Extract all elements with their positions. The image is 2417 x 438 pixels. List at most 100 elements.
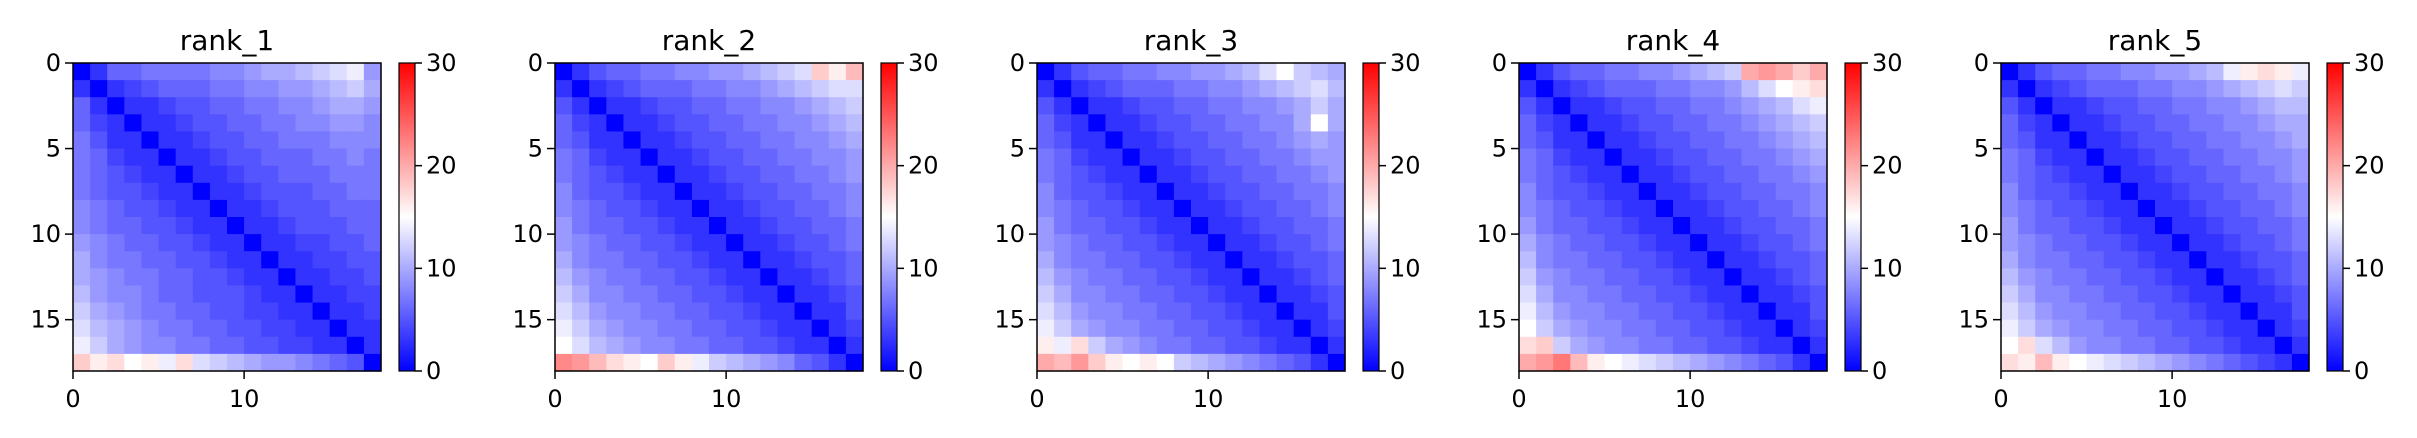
- heatmap-cell: [674, 131, 693, 150]
- heatmap-cell: [2137, 199, 2156, 218]
- heatmap-cell: [2240, 114, 2259, 133]
- heatmap-cell: [2052, 182, 2071, 201]
- heatmap-cell: [1327, 268, 1346, 287]
- heatmap-cell: [1638, 268, 1657, 287]
- heatmap-cell: [640, 114, 659, 133]
- heatmap-cell: [2052, 217, 2071, 235]
- heatmap-cell: [674, 165, 693, 184]
- heatmap-cell: [1536, 131, 1554, 150]
- heatmap-cell: [1242, 336, 1261, 355]
- heatmap-cell: [2035, 131, 2053, 150]
- heatmap-cell: [1621, 319, 1640, 338]
- heatmap-cell: [2018, 336, 2036, 355]
- heatmap-cell: [1690, 131, 1708, 150]
- heatmap-cell: [606, 63, 625, 81]
- heatmap-cell: [107, 148, 125, 167]
- heatmap-cell: [606, 165, 625, 184]
- heatmap-cell: [1638, 251, 1657, 269]
- heatmap-cell: [2274, 217, 2293, 235]
- heatmap-cell: [1690, 114, 1708, 133]
- heatmap-cell: [1054, 165, 1072, 184]
- heatmap-cell: [589, 199, 607, 218]
- heatmap-cell: [1139, 182, 1158, 201]
- x-tick-label: 0: [1993, 385, 2008, 413]
- heatmap-cell: [244, 217, 262, 235]
- heatmap-cell: [2206, 97, 2225, 115]
- heatmap-cell: [1259, 148, 1278, 167]
- heatmap-cell: [777, 199, 796, 218]
- heatmap-cell: [811, 251, 830, 269]
- heatmap-cell: [674, 114, 693, 133]
- heatmap-cell: [1276, 148, 1295, 167]
- heatmap-cell: [1570, 148, 1589, 167]
- heatmap-cell: [1156, 97, 1175, 115]
- heatmap-cell: [2120, 63, 2139, 81]
- heatmap-cell: [606, 80, 625, 98]
- heatmap-cell: [244, 285, 262, 304]
- heatmap-cell: [2086, 80, 2105, 98]
- heatmap-cell: [209, 285, 228, 304]
- heatmap-cell: [691, 336, 710, 355]
- heatmap-cell: [760, 199, 779, 218]
- heatmap-cell: [158, 336, 177, 355]
- heatmap-cell: [2052, 234, 2071, 252]
- heatmap-cell: [1088, 251, 1107, 269]
- heatmap-cell: [2069, 97, 2088, 115]
- heatmap-cell: [2274, 80, 2293, 98]
- heatmap-cell: [1071, 182, 1089, 201]
- heatmap-cell: [1191, 165, 1209, 184]
- heatmap-cell: [743, 285, 761, 304]
- heatmap-cell: [1259, 336, 1278, 355]
- heatmap-cell: [623, 165, 642, 184]
- heatmap-cell: [1310, 234, 1329, 252]
- heatmap-cell: [1519, 302, 1537, 321]
- heatmap-cell: [845, 234, 864, 252]
- heatmap-cell: [1173, 165, 1192, 184]
- heatmap-cell: [2018, 80, 2036, 98]
- heatmap-cell: [589, 97, 607, 115]
- heatmap-cell: [572, 319, 590, 338]
- heatmap-cell: [1570, 336, 1589, 355]
- heatmap-cell: [811, 80, 830, 98]
- heatmap-cell: [2291, 285, 2310, 304]
- heatmap-cell: [2018, 199, 2036, 218]
- heatmap-cell: [1225, 353, 1243, 372]
- heatmap-cell: [1758, 131, 1777, 150]
- heatmap-cell: [1621, 148, 1640, 167]
- heatmap-cell: [278, 165, 297, 184]
- heatmap-cell: [107, 302, 125, 321]
- heatmap-cell: [811, 63, 830, 81]
- heatmap-cell: [811, 319, 830, 338]
- heatmap-cell: [1276, 114, 1295, 133]
- heatmap-cell: [1071, 234, 1089, 252]
- heatmap-cell: [107, 353, 125, 372]
- heatmap-cell: [828, 268, 847, 287]
- heatmap-cell: [2103, 80, 2122, 98]
- heatmap-cell: [1519, 182, 1537, 201]
- heatmap-cell: [1809, 319, 1828, 338]
- heatmap-cell: [743, 234, 761, 252]
- heatmap-cell: [1587, 302, 1606, 321]
- heatmap-cell: [2001, 217, 2019, 235]
- heatmap-cell: [329, 217, 348, 235]
- heatmap-cell: [1139, 148, 1158, 167]
- heatmap-cell: [1191, 114, 1209, 133]
- heatmap-cell: [346, 319, 365, 338]
- heatmap-cell: [657, 268, 676, 287]
- heatmap-cell: [2206, 131, 2225, 150]
- heatmap-cell: [794, 148, 813, 167]
- heatmap-cell: [1139, 131, 1158, 150]
- heatmap-cell: [1088, 353, 1107, 372]
- heatmap-cell: [2052, 165, 2071, 184]
- heatmap-cell: [2189, 97, 2207, 115]
- heatmap-cell: [346, 217, 365, 235]
- heatmap-cell: [2189, 148, 2207, 167]
- heatmap-cell: [1536, 336, 1554, 355]
- heatmap-cell: [312, 285, 331, 304]
- heatmap-cell: [1570, 199, 1589, 218]
- heatmap-cell: [1621, 251, 1640, 269]
- heatmap-cell: [158, 131, 177, 150]
- heatmap-cell: [640, 165, 659, 184]
- heatmap-cell: [346, 148, 365, 167]
- heatmap-cell: [2274, 319, 2293, 338]
